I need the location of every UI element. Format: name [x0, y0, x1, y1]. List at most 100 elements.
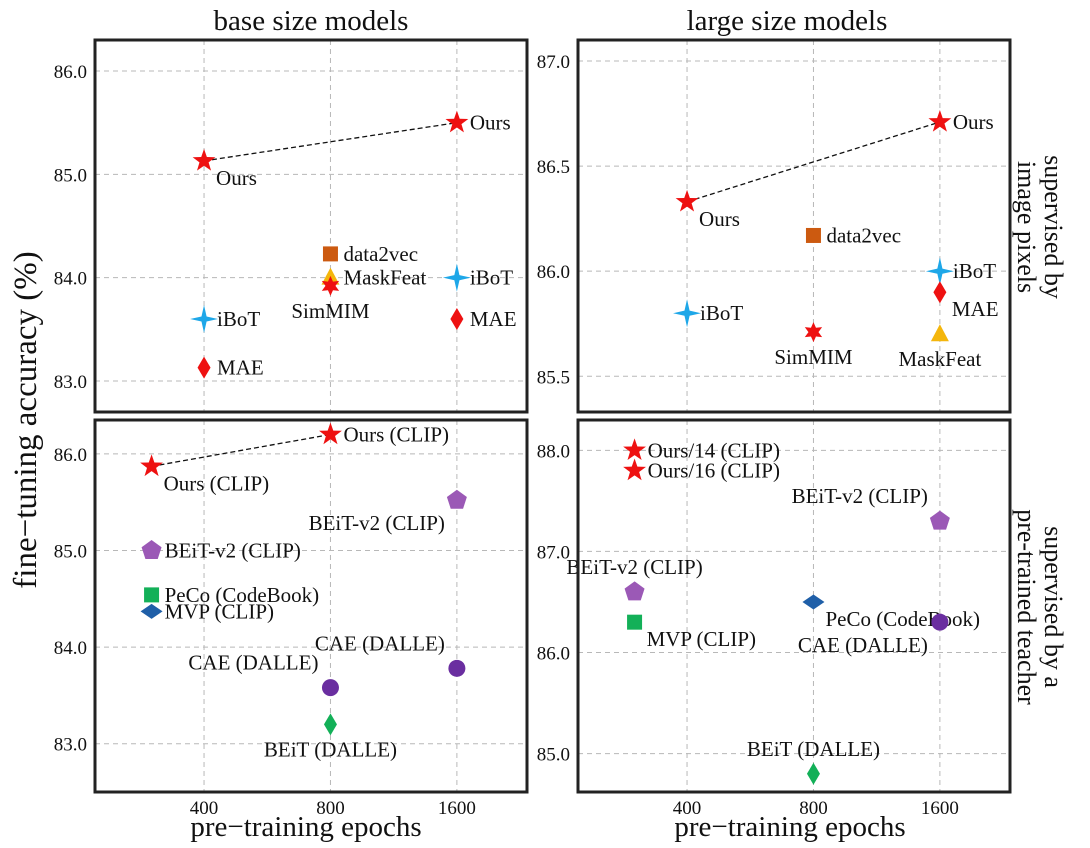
data-point-label: CAE (DALLE) [798, 633, 928, 657]
data-point-marker [442, 263, 471, 292]
data-point-label: MVP (CLIP) [165, 599, 274, 623]
data-point-marker [805, 227, 821, 243]
data-point-marker [141, 539, 162, 559]
data-point-marker [450, 308, 464, 330]
data-point-marker [804, 322, 823, 343]
y-tick-label: 86.5 [537, 157, 570, 178]
data-point-label: MVP (CLIP) [647, 627, 756, 651]
panel-frame [576, 418, 1012, 794]
data-point-label: BEiT-v2 (CLIP) [309, 511, 445, 535]
panel-frame [93, 38, 529, 414]
trend-line [151, 433, 331, 468]
data-point-label: MaskFeat [343, 266, 426, 290]
y-tick-label: 87.0 [537, 52, 570, 73]
x-tick-label: 400 [190, 798, 219, 819]
data-point-label: MaskFeat [898, 347, 981, 371]
data-point-marker [190, 305, 219, 333]
data-point-label: data2vec [826, 223, 901, 247]
data-point-marker [144, 587, 160, 603]
x-axis-label-base: pre−training epochs [190, 811, 421, 843]
y-tick-label: 84.0 [54, 269, 87, 290]
row-label-teacher-line2: pre-trained teacher [1012, 509, 1041, 705]
data-point-marker [933, 281, 947, 304]
row-label-teacher-line1: supervised by a [1039, 526, 1068, 688]
x-tick-label: 1600 [438, 798, 476, 819]
y-tick-label: 86.0 [54, 445, 87, 466]
data-point-label: iBoT [470, 266, 513, 290]
y-tick-label: 86.0 [537, 644, 570, 665]
data-point-marker [623, 458, 646, 481]
data-point-label: CAE (DALLE) [188, 651, 318, 675]
data-point-label: BEiT (DALLE) [747, 737, 880, 761]
data-point-label: Ours (CLIP) [343, 422, 449, 446]
data-point-label: Ours (CLIP) [164, 471, 270, 495]
data-point-label: SimMIM [774, 345, 853, 369]
data-point-marker [929, 510, 950, 530]
trend-line [686, 121, 941, 203]
data-point-marker [928, 109, 952, 132]
data-point-marker [624, 581, 645, 601]
data-point-label: BEiT-v2 (CLIP) [566, 555, 702, 579]
data-point-marker [623, 438, 646, 461]
data-point-marker [140, 603, 163, 619]
data-point-marker [321, 275, 340, 296]
data-point-label: MAE [470, 307, 517, 331]
data-point-label: iBoT [700, 301, 743, 325]
data-point-marker [197, 356, 211, 379]
data-point-marker [448, 659, 466, 677]
y-tick-label: 83.0 [54, 372, 87, 393]
data-point-marker [675, 189, 699, 212]
data-point-label: Ours [699, 207, 740, 231]
panel-frame [93, 418, 529, 794]
panel-base-teacher: 83.0 84.0 85.0 86.0 400 800 1600 Ours (CLIP) Our… [54, 418, 529, 819]
col-title-base: base size models [214, 5, 409, 37]
y-tick-label: 83.0 [54, 735, 87, 756]
data-point-label: PeCo (CodeBook) [165, 583, 320, 607]
y-tick-label: 85.0 [54, 165, 87, 186]
data-point-label: MAE [217, 356, 264, 380]
y-tick-label: 85.0 [54, 541, 87, 562]
data-point-marker [627, 614, 643, 630]
data-point-marker [806, 762, 820, 785]
data-point-marker [322, 246, 338, 262]
data-point-marker [140, 454, 163, 477]
data-point-label: iBoT [953, 259, 996, 283]
y-tick-label: 88.0 [537, 441, 570, 462]
data-point-label: Ours/16 (CLIP) [648, 459, 780, 483]
x-tick-label: 1600 [921, 798, 959, 819]
data-point-label: BEiT-v2 (CLIP) [792, 484, 928, 508]
data-point-marker [931, 613, 949, 631]
x-tick-label: 400 [673, 798, 702, 819]
data-point-label: Ours/14 (CLIP) [648, 438, 780, 462]
data-point-marker [802, 594, 825, 610]
data-point-label: iBoT [217, 307, 260, 331]
y-tick-label: 86.0 [537, 262, 570, 283]
data-point-marker [673, 299, 702, 328]
data-point-marker [930, 324, 949, 342]
data-point-marker [321, 679, 339, 697]
data-point-marker [445, 110, 469, 133]
data-point-marker [925, 257, 954, 286]
col-title-large: large size models [687, 5, 888, 37]
x-tick-label: 800 [799, 798, 828, 819]
data-point-label: BEiT (DALLE) [264, 737, 397, 761]
data-point-label: PeCo (CodeBook) [825, 607, 980, 631]
row-label-pixels-line2: image pixels [1012, 161, 1041, 293]
data-point-label: MAE [952, 297, 999, 321]
data-point-marker [192, 148, 216, 171]
panel-base-pixels: 83.084.085.086.0OursOursiBoTMAEdata2vecM… [54, 38, 529, 414]
data-point-marker [323, 713, 337, 736]
data-point-label: Ours [216, 166, 257, 190]
panel-large-teacher: 85.0 86.0 87.0 88.0 400 800 1600 Ours/14 (CLIP)… [537, 418, 1012, 819]
y-tick-label: 87.0 [537, 542, 570, 563]
data-point-label: CAE (DALLE) [315, 631, 445, 655]
data-point-marker [446, 489, 467, 509]
panel-frame [576, 38, 1012, 414]
data-point-label: data2vec [343, 242, 418, 266]
data-point-label: Ours [470, 111, 511, 135]
y-tick-label: 85.0 [537, 745, 570, 766]
panel-large-pixels: 85.5 86.0 86.5 87.0 Ours Ours data2vec iBoT SimM… [537, 38, 1012, 414]
data-point-label: Ours [953, 110, 994, 134]
data-point-label: SimMIM [291, 299, 370, 323]
